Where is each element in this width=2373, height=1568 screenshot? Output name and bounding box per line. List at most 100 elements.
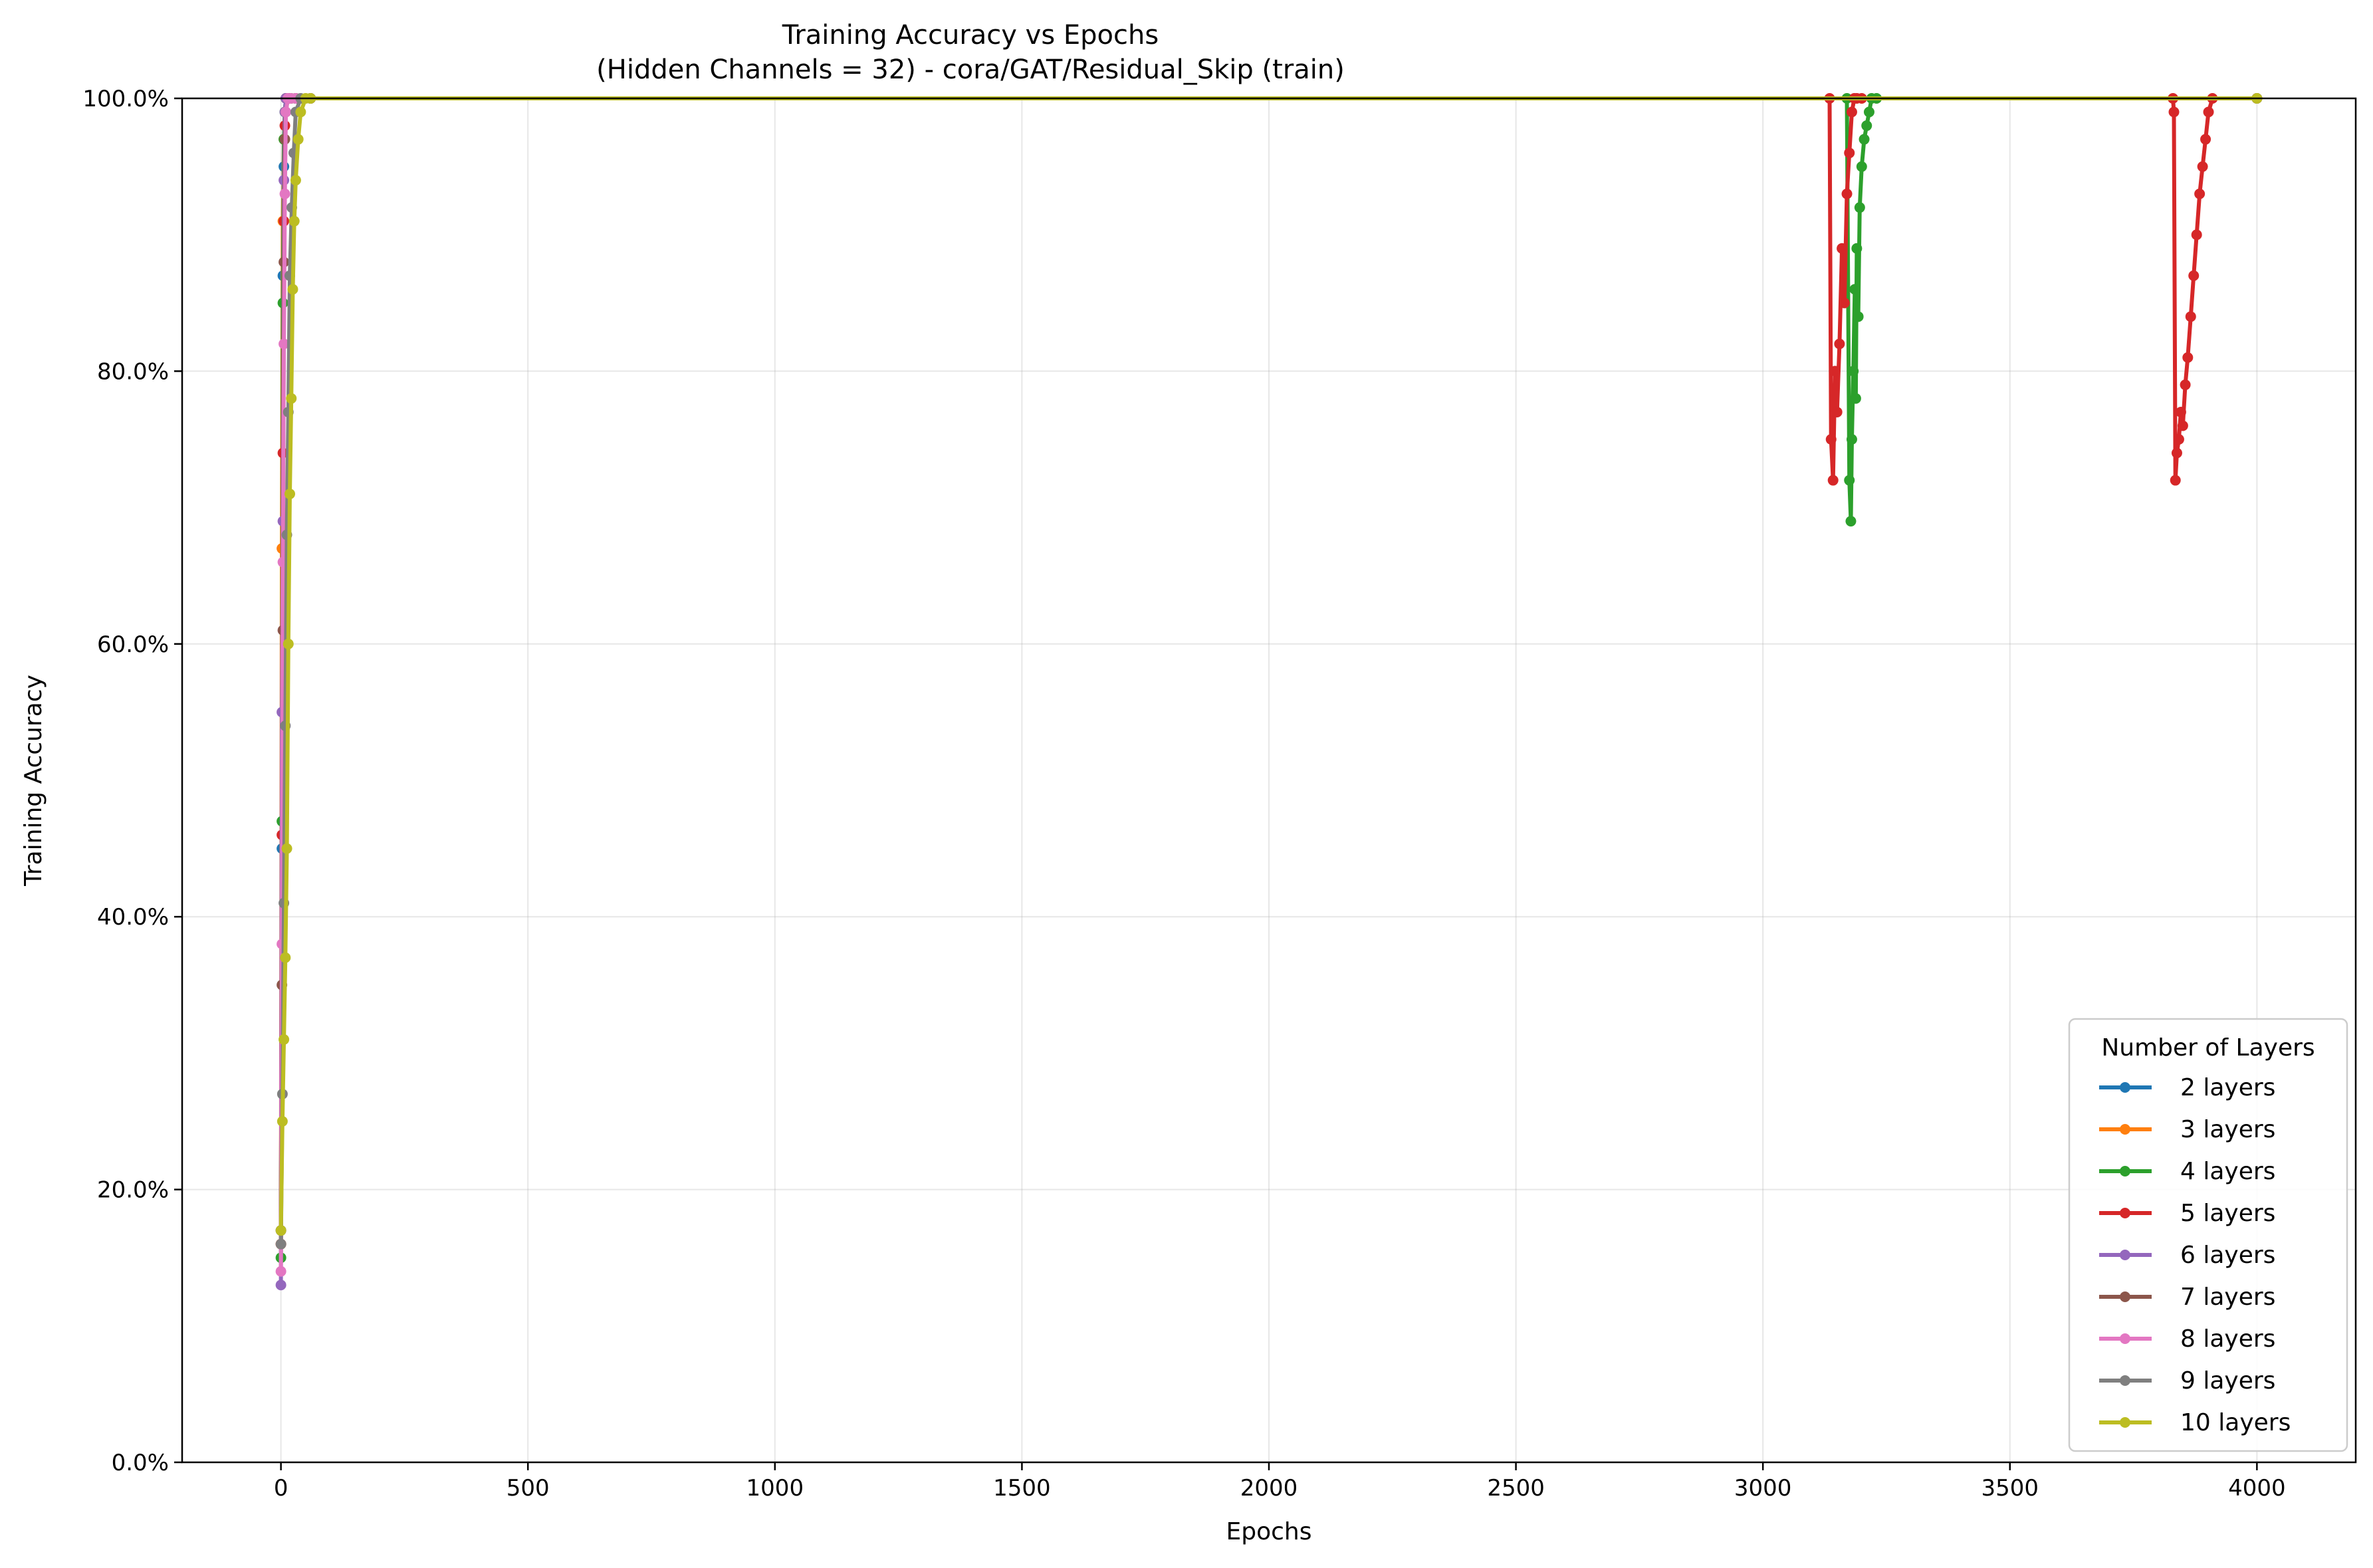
data-point — [1851, 243, 1863, 254]
legend-label: 9 layers — [2180, 1367, 2275, 1395]
legend-label: 2 layers — [2180, 1074, 2275, 1101]
x-tick-label: 2000 — [1240, 1475, 1298, 1502]
data-point — [1844, 148, 1855, 159]
x-tick-label: 1000 — [746, 1475, 804, 1502]
data-point — [2200, 134, 2211, 145]
legend-marker — [2120, 1124, 2130, 1135]
data-point — [1854, 202, 1865, 213]
legend-label: 6 layers — [2180, 1242, 2275, 1269]
data-point — [275, 1266, 286, 1277]
data-point — [1846, 106, 1857, 118]
data-point — [1827, 475, 1839, 486]
legend-label: 7 layers — [2180, 1284, 2275, 1311]
data-point — [2197, 161, 2208, 172]
data-point — [275, 1280, 286, 1291]
data-point — [1829, 366, 1841, 377]
legend-label: 5 layers — [2180, 1200, 2275, 1227]
legend-marker — [2120, 1417, 2130, 1428]
legend-marker — [2120, 1375, 2130, 1386]
data-point — [277, 1116, 288, 1127]
grid — [182, 98, 2356, 1463]
legend-label: 8 layers — [2180, 1325, 2275, 1353]
data-point — [287, 284, 298, 295]
data-point — [284, 489, 296, 500]
x-tick-label: 4000 — [2228, 1475, 2286, 1502]
data-point — [275, 1225, 286, 1236]
x-tick-label: 3500 — [1981, 1475, 2039, 1502]
legend-entry: 9 layers — [2099, 1367, 2275, 1395]
data-point — [1850, 393, 1861, 404]
data-point — [2168, 106, 2180, 118]
legend-label: 10 layers — [2180, 1409, 2291, 1436]
legend-box — [2068, 1018, 2348, 1452]
chart-subtitle: (Hidden Channels = 32) - cora/GAT/Residu… — [596, 55, 1345, 85]
data-point — [2191, 229, 2202, 241]
x-tick-label: 500 — [507, 1475, 550, 1502]
legend-title: Number of Layers — [2101, 1034, 2315, 1062]
legend-entry: 8 layers — [2099, 1325, 2275, 1353]
series-line — [279, 96, 2257, 1231]
data-point — [292, 134, 304, 145]
data-point — [2182, 352, 2194, 363]
legend-entry: 10 layers — [2099, 1409, 2291, 1436]
legend-entry: 4 layers — [2099, 1158, 2275, 1185]
y-axis-label: Training Accuracy — [20, 675, 47, 887]
data-point — [279, 188, 290, 199]
data-point — [2171, 447, 2182, 459]
ticks: 0 500 1000 1500 2000 2500 3000 3500 4000 0.0% 20.0… — [82, 86, 2285, 1502]
data-point — [288, 215, 300, 227]
data-point — [2175, 406, 2186, 417]
series-10-layers — [275, 93, 2263, 1236]
x-tick-label: 1500 — [993, 1475, 1051, 1502]
y-tick-label: 40.0% — [97, 904, 169, 931]
data-point — [2180, 379, 2191, 390]
x-tick-label: 0 — [274, 1475, 288, 1502]
data-point — [1831, 406, 1843, 417]
data-point — [1825, 434, 1837, 445]
data-point — [281, 106, 292, 118]
y-tick-label: 20.0% — [97, 1177, 169, 1204]
data-point — [1856, 161, 1867, 172]
data-point — [1863, 106, 1874, 118]
y-tick-label: 80.0% — [97, 358, 169, 385]
data-point — [2177, 420, 2188, 431]
data-point — [2170, 475, 2181, 486]
data-point — [282, 638, 294, 649]
y-tick-label: 0.0% — [112, 1450, 169, 1476]
data-point — [1859, 134, 1870, 145]
data-point — [2194, 188, 2205, 199]
legend-entry: 3 layers — [2099, 1116, 2275, 1143]
data-point — [2185, 311, 2196, 322]
legend-marker — [2120, 1208, 2130, 1218]
x-tick-label: 2500 — [1487, 1475, 1545, 1502]
data-point — [281, 843, 292, 854]
data-point — [1845, 516, 1857, 527]
legend-entry: 6 layers — [2099, 1242, 2275, 1269]
data-point — [2173, 434, 2184, 445]
x-tick-label: 3000 — [1734, 1475, 1792, 1502]
legend-marker — [2120, 1250, 2130, 1260]
data-point — [1844, 475, 1855, 486]
y-tick-label: 100.0% — [82, 86, 169, 112]
legend-marker — [2120, 1291, 2130, 1302]
data-point — [1853, 311, 1864, 322]
legend-label: 3 layers — [2180, 1116, 2275, 1143]
legend-entries: 2 layers 3 layers 4 layers 5 layers 6 layers… — [2099, 1074, 2291, 1436]
data-point — [279, 1034, 290, 1045]
legend-label: 4 layers — [2180, 1158, 2275, 1185]
data-point — [1848, 366, 1859, 377]
data-point — [279, 338, 290, 350]
y-tick-label: 60.0% — [97, 631, 169, 658]
data-point — [1849, 284, 1861, 295]
data-point — [286, 393, 297, 404]
data-point — [1834, 338, 1845, 350]
data-point — [2203, 106, 2214, 118]
legend-entry: 5 layers — [2099, 1200, 2275, 1227]
data-point — [1839, 297, 1850, 308]
chart-title: Training Accuracy vs Epochs — [782, 20, 1159, 51]
legend-marker — [2120, 1166, 2130, 1176]
data-point — [295, 106, 306, 118]
legend-marker — [2120, 1333, 2130, 1344]
